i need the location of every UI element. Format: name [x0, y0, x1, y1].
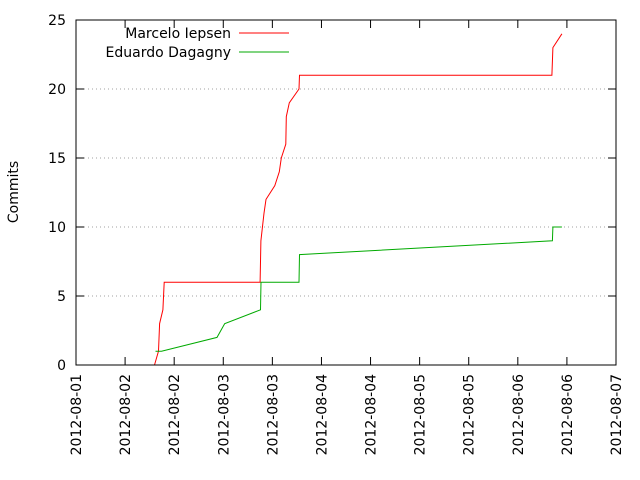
legend: Marcelo Iepsen Eduardo Dagagny: [106, 26, 289, 61]
series-lines: [154, 33, 563, 366]
x-tick-label: 2012-08-04: [314, 374, 330, 455]
y-tick-label: 20: [48, 82, 66, 98]
x-tick-label: 2012-08-06: [511, 374, 527, 455]
series-line-1: [155, 226, 562, 352]
grid-lines: [76, 88, 616, 297]
legend-label: Eduardo Dagagny: [106, 45, 231, 61]
x-tick-label: 2012-08-01: [69, 374, 85, 455]
y-tick-label: 15: [48, 151, 66, 167]
x-tick-label: 2012-08-04: [364, 374, 380, 455]
x-tick-label: 2012-08-03: [216, 374, 232, 455]
series-line-0: [154, 33, 563, 366]
y-tick-label: 0: [57, 358, 66, 374]
legend-label: Marcelo Iepsen: [125, 26, 231, 42]
x-tick-label: 2012-08-02: [118, 374, 134, 455]
x-tick-label: 2012-08-07: [609, 374, 625, 455]
plot-border: [75, 19, 617, 366]
axis-ticks: [75, 19, 617, 366]
y-tick-labels: 0 5 10 15 20 25: [48, 13, 66, 374]
x-tick-label: 2012-08-06: [560, 374, 576, 455]
x-tick-labels: 2012-08-01 2012-08-02 2012-08-02 2012-08-03…: [69, 374, 625, 455]
x-tick-label: 2012-08-02: [167, 374, 183, 455]
y-tick-label: 5: [57, 289, 66, 305]
y-tick-label: 10: [48, 220, 66, 236]
x-tick-label: 2012-08-05: [413, 374, 429, 455]
x-tick-label: 2012-08-03: [265, 374, 281, 455]
y-axis-label: Commits: [6, 161, 22, 223]
y-tick-label: 25: [48, 13, 66, 29]
x-tick-label: 2012-08-05: [462, 374, 478, 455]
